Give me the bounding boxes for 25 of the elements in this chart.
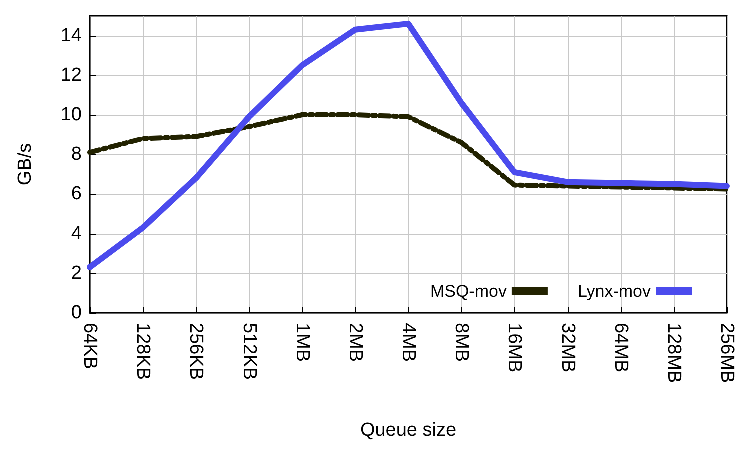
x-tick-label: 1MB: [292, 323, 313, 362]
y-tick-label: 2: [71, 262, 82, 284]
x-tick-label: 256MB: [716, 323, 738, 384]
x-tick-label: 512KB: [238, 323, 260, 380]
y-tick-label: 14: [60, 25, 82, 46]
x-tick-label: 64KB: [80, 323, 100, 370]
x-tick-label: 32MB: [557, 323, 578, 373]
x-tick-label: 128MB: [663, 323, 684, 384]
y-tick-label: 0: [71, 302, 82, 324]
x-tick-label: 64MB: [610, 323, 632, 373]
y-tick-label: 4: [71, 223, 82, 244]
x-axis-title: Queue size: [360, 420, 457, 441]
y-axis-title: GB/s: [15, 143, 36, 186]
y-tick-label: 6: [71, 184, 82, 205]
y-tick-label: 12: [60, 64, 82, 86]
x-tick-label: 16MB: [504, 323, 526, 373]
legend-label: MSQ-mov: [430, 282, 508, 301]
x-tick-label: 2MB: [344, 323, 366, 362]
x-tick-label: 256KB: [186, 323, 207, 380]
x-tick-label: 128KB: [132, 323, 154, 380]
y-tick-label: 10: [60, 104, 82, 126]
legend-label: Lynx-mov: [578, 282, 652, 301]
x-tick-label: 4MB: [398, 323, 419, 362]
x-tick-label: 8MB: [451, 323, 472, 362]
y-tick-label: 8: [71, 144, 82, 166]
